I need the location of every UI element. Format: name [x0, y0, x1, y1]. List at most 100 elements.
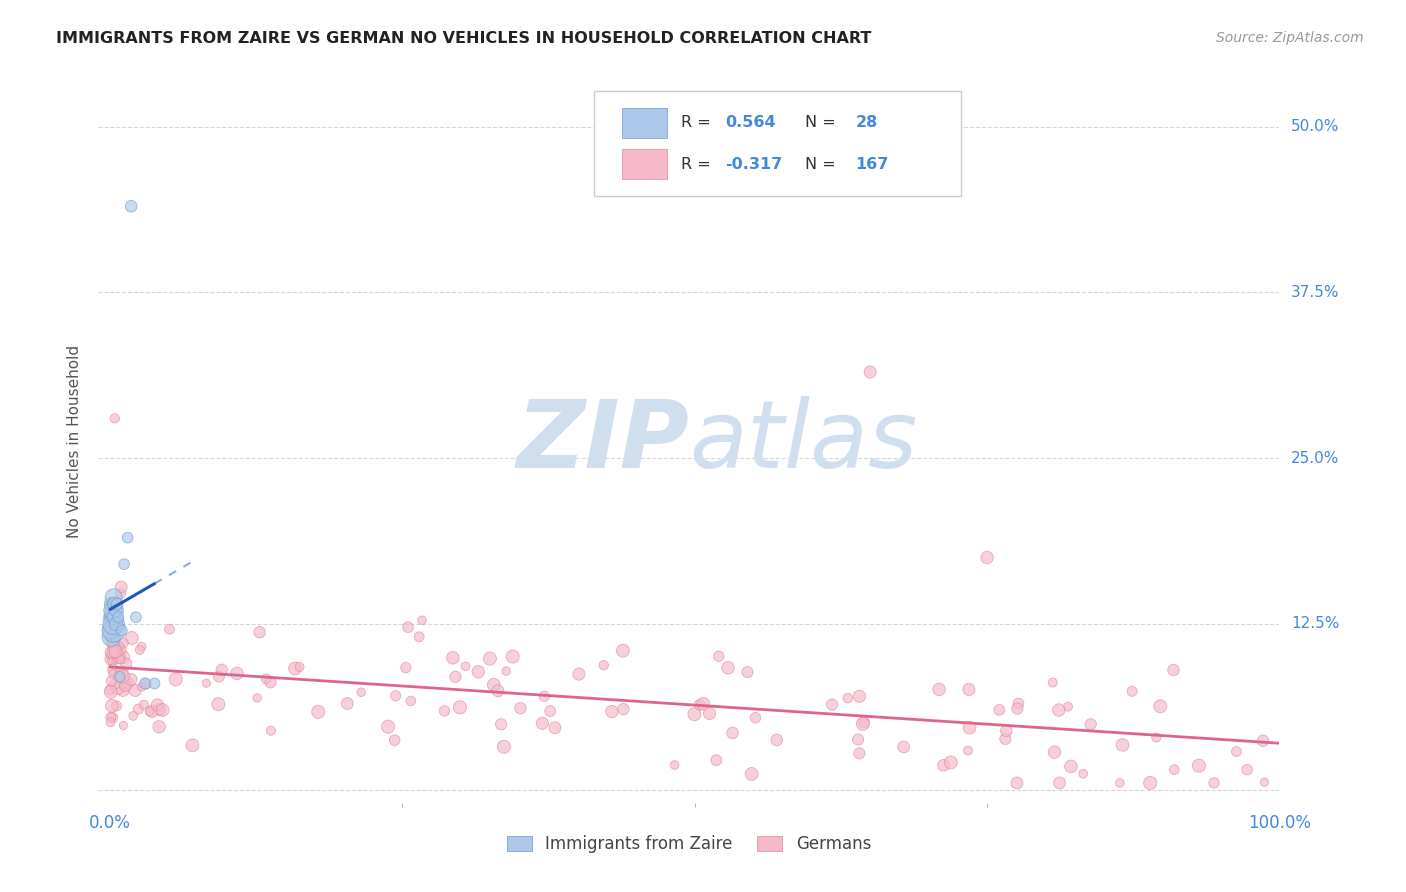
- Point: [350, 685, 373, 699]
- Point: [114, 679, 136, 693]
- Point: [103, 616, 125, 631]
- Point: [117, 531, 139, 545]
- Point: [893, 739, 915, 754]
- Point: [100, 685, 122, 699]
- Point: [538, 704, 561, 718]
- Point: [101, 635, 124, 649]
- Point: [105, 699, 128, 714]
- Point: [110, 586, 132, 600]
- Point: [101, 698, 124, 713]
- Point: [259, 675, 281, 690]
- Point: [121, 631, 143, 645]
- Point: [846, 732, 869, 747]
- Point: [127, 702, 149, 716]
- Point: [441, 650, 464, 665]
- Point: [165, 673, 187, 687]
- FancyBboxPatch shape: [595, 91, 960, 196]
- Point: [1043, 745, 1066, 759]
- Point: [721, 726, 744, 740]
- Point: [254, 672, 277, 686]
- Point: [148, 720, 170, 734]
- Point: [107, 650, 129, 665]
- Point: [100, 710, 122, 724]
- Point: [159, 622, 181, 636]
- Point: [100, 610, 122, 624]
- Point: [956, 743, 979, 757]
- Point: [124, 683, 146, 698]
- Point: [152, 703, 174, 717]
- Point: [100, 646, 122, 660]
- Point: [100, 715, 122, 730]
- Point: [104, 630, 127, 644]
- Text: 167: 167: [855, 157, 889, 172]
- Point: [1225, 745, 1247, 759]
- Point: [765, 733, 787, 747]
- Point: [110, 642, 132, 657]
- Point: [307, 705, 329, 719]
- Point: [104, 616, 127, 631]
- Point: [208, 670, 231, 684]
- Point: [101, 631, 124, 645]
- Y-axis label: No Vehicles in Household: No Vehicles in Household: [67, 345, 83, 538]
- Point: [249, 625, 271, 640]
- Point: [98, 603, 121, 617]
- Text: 0.564: 0.564: [725, 115, 776, 129]
- Point: [134, 676, 156, 690]
- Point: [101, 648, 124, 663]
- Point: [112, 557, 135, 571]
- Text: 37.5%: 37.5%: [1291, 285, 1340, 300]
- Point: [131, 640, 153, 654]
- Point: [848, 690, 870, 704]
- Point: [181, 739, 204, 753]
- Text: Source: ZipAtlas.com: Source: ZipAtlas.com: [1216, 31, 1364, 45]
- Point: [433, 704, 456, 718]
- Point: [411, 613, 433, 627]
- Text: 12.5%: 12.5%: [1291, 616, 1340, 632]
- Point: [994, 732, 1017, 747]
- Point: [482, 678, 505, 692]
- Point: [105, 597, 128, 611]
- FancyBboxPatch shape: [621, 149, 666, 179]
- Point: [104, 603, 127, 617]
- Point: [120, 673, 142, 687]
- Point: [531, 716, 554, 731]
- Point: [454, 659, 477, 673]
- Point: [100, 597, 122, 611]
- Point: [837, 691, 859, 706]
- Point: [112, 636, 135, 650]
- FancyBboxPatch shape: [621, 108, 666, 138]
- Point: [101, 626, 124, 640]
- Point: [399, 694, 422, 708]
- Point: [959, 721, 981, 735]
- Point: [111, 624, 134, 638]
- Point: [132, 698, 155, 712]
- Point: [1188, 758, 1211, 772]
- Point: [104, 644, 127, 658]
- Point: [101, 610, 124, 624]
- Point: [1253, 775, 1275, 789]
- Point: [1057, 699, 1080, 714]
- Text: 25.0%: 25.0%: [1291, 450, 1340, 466]
- Point: [146, 698, 169, 712]
- Point: [104, 677, 127, 691]
- Point: [1139, 776, 1161, 790]
- Point: [1071, 766, 1094, 780]
- Point: [101, 667, 124, 681]
- Point: [131, 680, 153, 694]
- Point: [568, 667, 591, 681]
- Point: [928, 682, 950, 697]
- Point: [148, 702, 170, 716]
- Text: 28: 28: [855, 115, 877, 129]
- Point: [509, 701, 531, 715]
- Point: [100, 682, 122, 697]
- Point: [1005, 776, 1028, 790]
- Point: [103, 640, 125, 655]
- Point: [939, 756, 962, 770]
- Point: [377, 720, 399, 734]
- Point: [1121, 684, 1143, 698]
- Point: [478, 651, 501, 665]
- Text: 50.0%: 50.0%: [1291, 120, 1340, 134]
- Point: [395, 660, 418, 674]
- Point: [408, 630, 430, 644]
- Point: [107, 681, 129, 695]
